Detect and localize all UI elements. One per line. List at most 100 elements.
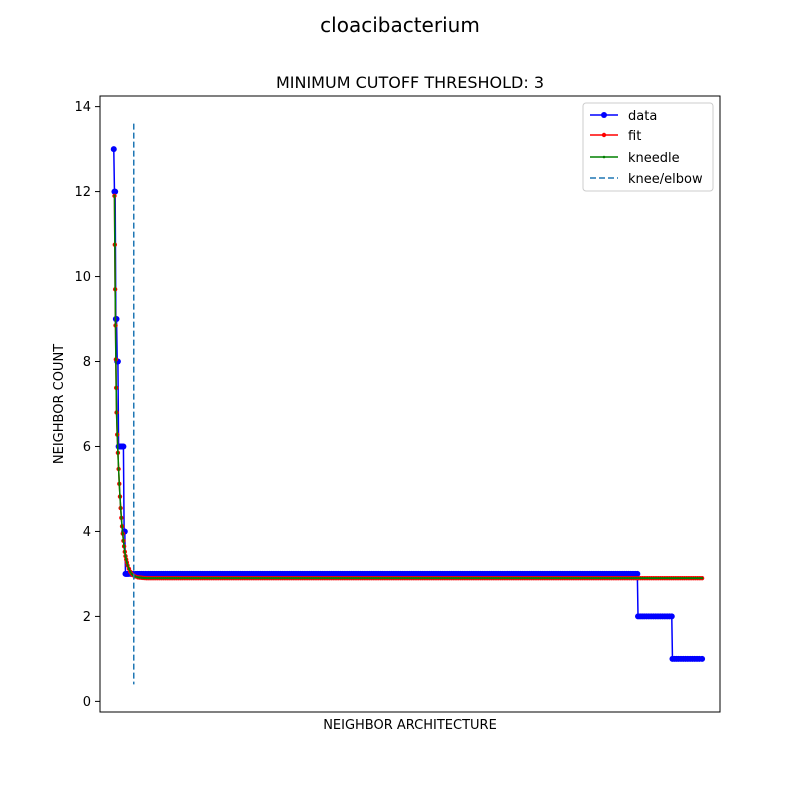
series-point-kneedle <box>443 576 447 580</box>
series-point-kneedle <box>568 576 571 580</box>
series-point-kneedle <box>303 576 307 580</box>
series-point-kneedle <box>552 576 555 580</box>
series-point-kneedle <box>248 576 251 580</box>
series-point-kneedle <box>252 576 255 580</box>
series-point-kneedle <box>554 576 558 580</box>
series-point-kneedle <box>120 516 123 520</box>
series-point-kneedle <box>129 570 132 574</box>
series-point-kneedle <box>181 576 184 580</box>
series-point-kneedle <box>337 576 340 580</box>
series-point-kneedle <box>550 576 553 580</box>
series-point-kneedle <box>290 576 293 580</box>
series-point-kneedle <box>153 576 157 580</box>
series-point-kneedle <box>668 576 671 580</box>
series-point-kneedle <box>445 576 449 580</box>
series-point-kneedle <box>175 576 178 580</box>
series-point-kneedle <box>352 576 355 580</box>
series-point-kneedle <box>259 576 262 580</box>
series-point-kneedle <box>219 576 222 580</box>
series-point-kneedle <box>272 576 275 580</box>
series-point-kneedle <box>383 576 387 580</box>
series-point-kneedle <box>257 576 260 580</box>
series-point-kneedle <box>472 576 475 580</box>
series-point-kneedle <box>308 576 311 580</box>
series-point-kneedle <box>323 576 327 580</box>
series-point-kneedle <box>608 576 611 580</box>
series-point-kneedle <box>285 576 289 580</box>
series-point-kneedle <box>141 576 145 580</box>
series-point-kneedle <box>425 576 429 580</box>
series-point-kneedle <box>263 576 267 580</box>
series-point-kneedle <box>325 576 329 580</box>
y-tick-label: 4 <box>83 525 91 540</box>
legend-label-kneedle: kneedle <box>628 151 680 166</box>
series-point-data <box>120 443 127 450</box>
series-point-kneedle <box>388 576 391 580</box>
series-point-kneedle <box>519 576 522 580</box>
series-point-kneedle <box>164 576 167 580</box>
series-point-kneedle <box>541 576 544 580</box>
series-point-kneedle <box>121 532 124 535</box>
series-point-kneedle <box>208 576 211 580</box>
y-axis-label: NEIGHBOR COUNT <box>52 344 67 464</box>
series-point-kneedle <box>534 576 538 580</box>
series-point-kneedle <box>581 576 584 580</box>
series-point-kneedle <box>350 576 353 580</box>
series-point-kneedle <box>525 576 529 580</box>
series-point-kneedle <box>237 576 240 580</box>
series-point-kneedle <box>477 576 480 580</box>
series-point-kneedle <box>577 576 580 580</box>
series-point-kneedle <box>168 576 172 580</box>
series-point-kneedle <box>428 576 431 580</box>
series-point-kneedle <box>612 576 615 580</box>
series-point-kneedle <box>696 576 699 580</box>
y-tick-label: 12 <box>74 185 91 200</box>
series-point-kneedle <box>243 576 247 580</box>
series-point-kneedle <box>321 576 324 580</box>
series-point-kneedle <box>133 575 137 578</box>
series-point-kneedle <box>494 576 498 580</box>
series-point-kneedle <box>465 576 469 580</box>
series-point-kneedle <box>345 576 349 580</box>
series-point-kneedle <box>370 576 373 580</box>
series-point-kneedle <box>625 576 629 580</box>
series-point-kneedle <box>113 288 117 291</box>
series-point-kneedle <box>412 576 415 580</box>
series-point-kneedle <box>330 576 333 580</box>
series-point-kneedle <box>399 576 402 580</box>
series-point-kneedle <box>341 576 344 580</box>
series-point-kneedle <box>685 576 688 580</box>
series-point-kneedle <box>634 576 638 580</box>
series-point-kneedle <box>232 576 235 580</box>
series-point-kneedle <box>450 576 453 580</box>
series-point-kneedle <box>448 576 451 580</box>
series-point-kneedle <box>408 576 411 580</box>
legend-label-data: data <box>628 109 657 124</box>
series-point-kneedle <box>665 576 669 580</box>
series-point-kneedle <box>700 576 704 580</box>
series-point-data <box>668 613 675 620</box>
series-point-kneedle <box>545 576 549 580</box>
series-point-kneedle <box>116 451 120 455</box>
series-point-kneedle <box>599 576 602 580</box>
series-point-kneedle <box>692 576 695 580</box>
series-point-kneedle <box>508 576 511 580</box>
series-point-kneedle <box>118 482 121 486</box>
series-point-kneedle <box>521 576 524 580</box>
series-point-kneedle <box>623 576 627 580</box>
series-point-kneedle <box>140 576 143 579</box>
series-point-data <box>113 316 120 323</box>
series-point-kneedle <box>230 576 233 580</box>
series-point-kneedle <box>343 576 347 580</box>
series-point-kneedle <box>497 576 500 580</box>
series-point-kneedle <box>160 576 163 580</box>
series-point-kneedle <box>679 576 682 580</box>
series-point-kneedle <box>414 576 418 580</box>
y-tick-label: 14 <box>74 100 91 115</box>
series-point-kneedle <box>214 576 218 580</box>
series-point-kneedle <box>648 576 651 580</box>
series-point-kneedle <box>548 576 551 580</box>
series-point-kneedle <box>190 576 193 580</box>
legend-marker-data <box>601 112 607 118</box>
series-point-kneedle <box>279 576 282 580</box>
